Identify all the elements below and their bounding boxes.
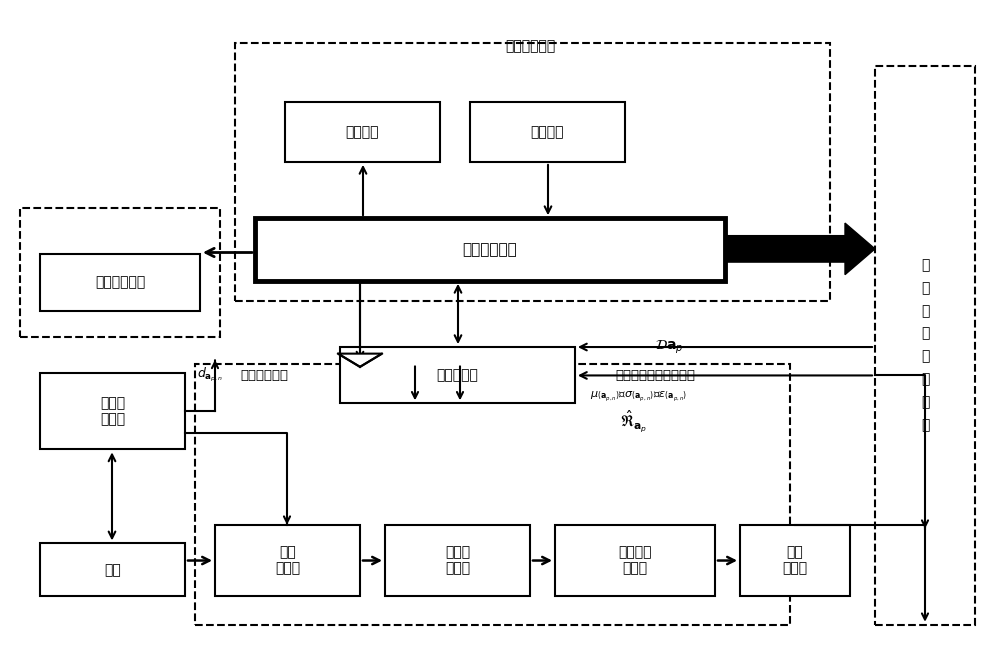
Bar <box>40 373 185 449</box>
Bar <box>875 66 975 625</box>
Text: 类别、外形、层数信息: 类别、外形、层数信息 <box>615 369 695 382</box>
Text: 中央控制单元: 中央控制单元 <box>463 242 517 257</box>
Text: 曲
线
参
数
提
取
模
块: 曲 线 参 数 提 取 模 块 <box>921 258 929 432</box>
Polygon shape <box>725 223 875 275</box>
Bar <box>470 102 625 162</box>
Bar <box>40 543 185 596</box>
Bar <box>385 525 530 596</box>
Text: 显示设备: 显示设备 <box>346 125 379 139</box>
Bar <box>215 525 360 596</box>
Text: 导波信号
处理器: 导波信号 处理器 <box>618 545 652 576</box>
Text: 操作设备: 操作设备 <box>531 125 564 139</box>
Bar <box>740 525 850 596</box>
Text: 数据
采集器: 数据 采集器 <box>275 545 300 576</box>
Polygon shape <box>338 354 382 367</box>
Text: $d_{\mathbf{a}_{p,n}}$: $d_{\mathbf{a}_{p,n}}$ <box>197 366 223 385</box>
Bar <box>555 525 715 596</box>
Text: $\mu_{(\mathbf{a}_{p,n})}$、$\sigma_{(\mathbf{a}_{p,n})}$、$\varepsilon_{(\mathbf{: $\mu_{(\mathbf{a}_{p,n})}$、$\sigma_{(\ma… <box>590 389 687 404</box>
Text: 数据存储器: 数据存储器 <box>437 368 478 382</box>
Text: 信号收发模块: 信号收发模块 <box>95 276 145 290</box>
Bar <box>255 218 725 281</box>
Text: $\hat{\mathfrak{R}}_{\mathbf{a}_{p}}$: $\hat{\mathfrak{R}}_{\mathbf{a}_{p}}$ <box>620 408 647 435</box>
Bar <box>40 254 200 311</box>
Bar <box>285 102 440 162</box>
Bar <box>195 364 790 625</box>
Bar <box>340 347 575 403</box>
Bar <box>235 43 830 301</box>
Text: $\mathcal{D}\mathbf{a}_{p}$: $\mathcal{D}\mathbf{a}_{p}$ <box>655 338 683 356</box>
Text: 材质: 材质 <box>104 563 121 577</box>
Bar <box>20 208 220 337</box>
Text: 信号预
处理器: 信号预 处理器 <box>445 545 470 576</box>
Text: 信号
处理器: 信号 处理器 <box>782 545 808 576</box>
Text: 信号处理模块: 信号处理模块 <box>240 369 288 382</box>
Text: 设备控制模块: 设备控制模块 <box>505 39 555 54</box>
Text: 相控阵
收发器: 相控阵 收发器 <box>100 397 125 426</box>
